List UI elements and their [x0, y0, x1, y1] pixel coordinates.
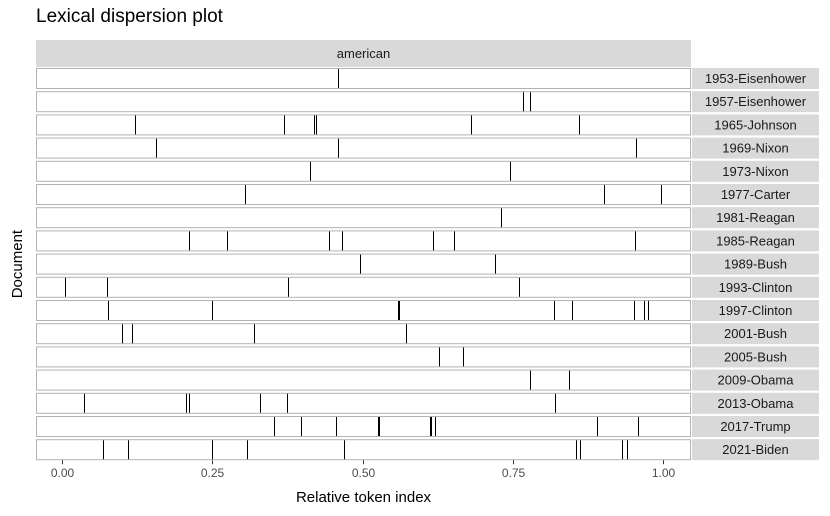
x-tick-label: 0.00: [51, 466, 75, 480]
document-row-panel: [36, 137, 691, 159]
document-label-strip: [692, 300, 819, 321]
document-label: 2001-Bush: [724, 326, 787, 341]
document-label: 2021-Biden: [722, 442, 789, 457]
document-label-strip: [692, 253, 819, 275]
document-row-panel: [36, 439, 691, 461]
document-row-panel: [36, 253, 691, 275]
document-label-strip: [692, 137, 819, 159]
document-label-strip: [692, 207, 819, 229]
y-axis-title: Document: [9, 229, 26, 298]
document-label-strip: [692, 346, 819, 368]
document-label: 2005-Bush: [724, 349, 787, 364]
document-label-strip: [692, 323, 819, 345]
chart-title: Lexical dispersion plot: [36, 6, 223, 27]
document-label-strip: [692, 439, 819, 461]
document-row-panel: [36, 184, 691, 205]
document-row-panel: [36, 346, 691, 368]
facet-strip: [36, 40, 691, 67]
document-row-panel: [36, 323, 691, 345]
document-label-strip: [692, 68, 819, 89]
document-label: 1953-Eisenhower: [705, 71, 807, 86]
document-row-panel: [36, 369, 691, 391]
document-label: 2009-Obama: [718, 373, 795, 388]
document-label: 1957-Eisenhower: [705, 94, 807, 109]
document-label: 1985-Reagan: [716, 233, 795, 248]
x-tick-label: 1.00: [652, 466, 676, 480]
document-label: 1965-Johnson: [714, 117, 796, 132]
document-label: 1969-Nixon: [722, 141, 789, 156]
document-label-strip: [692, 369, 819, 391]
document-label: 1993-Clinton: [719, 280, 793, 295]
document-label-strip: [692, 392, 819, 414]
document-label-strip: [692, 184, 819, 205]
x-tick-label: 0.25: [201, 466, 225, 480]
document-label-strip: [692, 276, 819, 298]
document-label: 1973-Nixon: [722, 164, 789, 179]
x-tick-label: 0.75: [502, 466, 526, 480]
document-label: 1989-Bush: [724, 257, 787, 272]
document-row-panel: [36, 300, 691, 321]
document-row-panel: [36, 392, 691, 414]
x-axis-title: Relative token index: [296, 489, 432, 506]
document-row-panel: [36, 416, 691, 437]
document-label: 1981-Reagan: [716, 210, 795, 225]
document-row-panel: [36, 114, 691, 136]
document-label-strip: [692, 230, 819, 252]
facet-strip-label: american: [337, 46, 390, 61]
document-row-panel: [36, 276, 691, 298]
document-label-strip: [692, 160, 819, 182]
document-row-panel: [36, 207, 691, 229]
document-label: 1997-Clinton: [719, 303, 793, 318]
document-label-strip: [692, 416, 819, 437]
document-label-strip: [692, 91, 819, 113]
document-label: 1977-Carter: [721, 187, 791, 202]
document-row-panel: [36, 68, 691, 89]
document-label-strip: [692, 114, 819, 136]
x-tick-label: 0.50: [352, 466, 376, 480]
document-row-panel: [36, 160, 691, 182]
document-label: 2013-Obama: [718, 396, 795, 411]
document-row-panel: [36, 230, 691, 252]
document-label: 2017-Trump: [720, 419, 790, 434]
document-row-panel: [36, 91, 691, 113]
